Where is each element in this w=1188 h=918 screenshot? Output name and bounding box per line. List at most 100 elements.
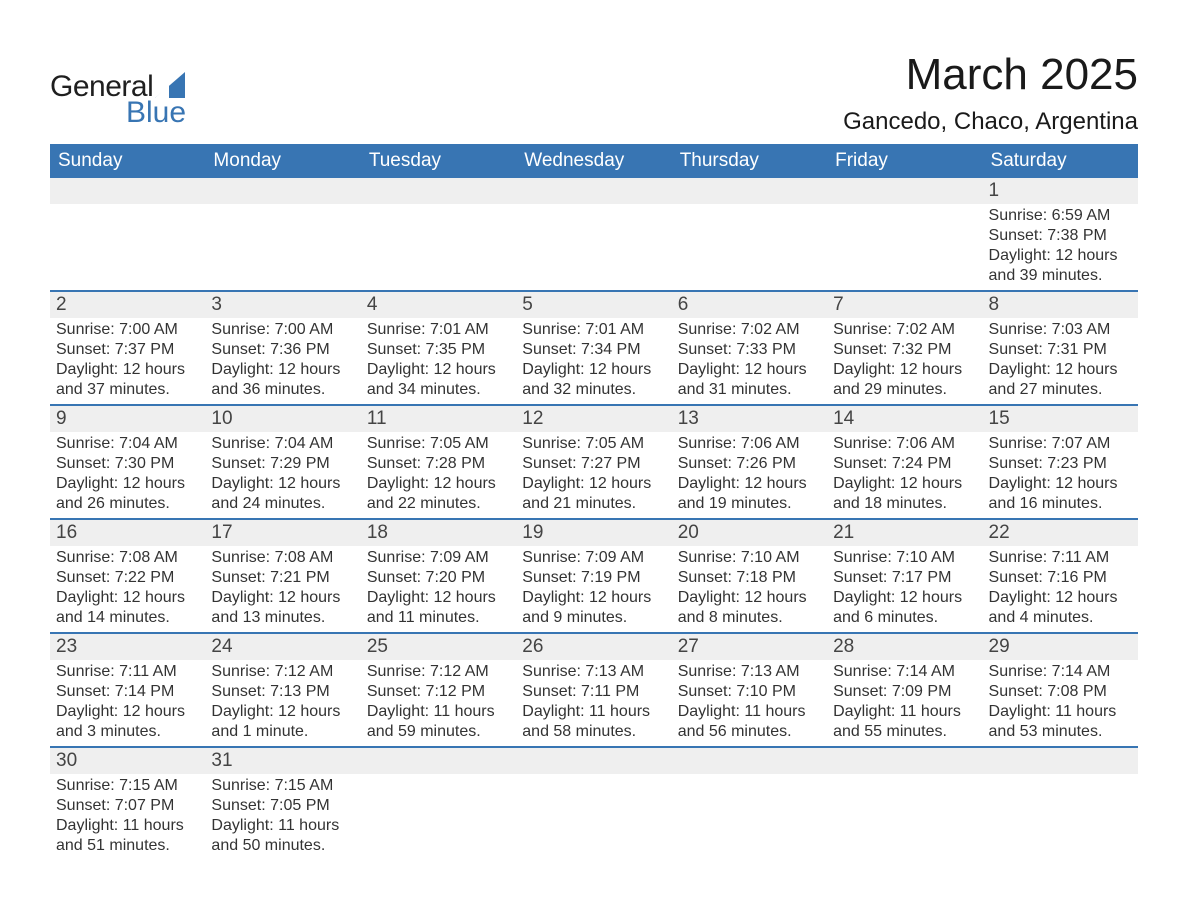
sunrise-text: Sunrise: 7:01 AM [522, 320, 665, 340]
sunrise-text: Sunrise: 7:07 AM [989, 434, 1132, 454]
day-number: 29 [983, 634, 1138, 660]
day-header: Wednesday [516, 144, 671, 178]
day-content: Sunrise: 7:02 AMSunset: 7:33 PMDaylight:… [672, 318, 827, 404]
calendar-cell: 28Sunrise: 7:14 AMSunset: 7:09 PMDayligh… [827, 633, 982, 747]
page-title: March 2025 [843, 50, 1138, 100]
logo: General Blue [50, 50, 186, 130]
daylight-text: Daylight: 12 hours and 18 minutes. [833, 474, 976, 514]
day-header: Tuesday [361, 144, 516, 178]
day-content [672, 204, 827, 210]
calendar-cell [827, 178, 982, 291]
day-content: Sunrise: 7:14 AMSunset: 7:09 PMDaylight:… [827, 660, 982, 746]
day-number: 3 [205, 292, 360, 318]
calendar-cell: 18Sunrise: 7:09 AMSunset: 7:20 PMDayligh… [361, 519, 516, 633]
calendar-week-row: 1Sunrise: 6:59 AMSunset: 7:38 PMDaylight… [50, 178, 1138, 291]
day-content [516, 774, 671, 780]
daylight-text: Daylight: 12 hours and 8 minutes. [678, 588, 821, 628]
daylight-text: Daylight: 11 hours and 55 minutes. [833, 702, 976, 742]
daylight-text: Daylight: 11 hours and 59 minutes. [367, 702, 510, 742]
calendar-header-row: Sunday Monday Tuesday Wednesday Thursday… [50, 144, 1138, 178]
day-content: Sunrise: 7:11 AMSunset: 7:16 PMDaylight:… [983, 546, 1138, 632]
day-content: Sunrise: 7:06 AMSunset: 7:26 PMDaylight:… [672, 432, 827, 518]
sunset-text: Sunset: 7:30 PM [56, 454, 199, 474]
sunset-text: Sunset: 7:28 PM [367, 454, 510, 474]
sunrise-text: Sunrise: 7:05 AM [367, 434, 510, 454]
day-header: Friday [827, 144, 982, 178]
calendar-cell: 6Sunrise: 7:02 AMSunset: 7:33 PMDaylight… [672, 291, 827, 405]
day-number [827, 748, 982, 774]
calendar-cell: 4Sunrise: 7:01 AMSunset: 7:35 PMDaylight… [361, 291, 516, 405]
day-content: Sunrise: 7:08 AMSunset: 7:21 PMDaylight:… [205, 546, 360, 632]
day-number: 17 [205, 520, 360, 546]
calendar-cell: 16Sunrise: 7:08 AMSunset: 7:22 PMDayligh… [50, 519, 205, 633]
day-number: 21 [827, 520, 982, 546]
calendar-week-row: 16Sunrise: 7:08 AMSunset: 7:22 PMDayligh… [50, 519, 1138, 633]
calendar-cell: 30Sunrise: 7:15 AMSunset: 7:07 PMDayligh… [50, 747, 205, 860]
sunset-text: Sunset: 7:26 PM [678, 454, 821, 474]
calendar-cell [361, 747, 516, 860]
day-content: Sunrise: 7:00 AMSunset: 7:36 PMDaylight:… [205, 318, 360, 404]
sunrise-text: Sunrise: 7:12 AM [211, 662, 354, 682]
sunrise-text: Sunrise: 7:04 AM [56, 434, 199, 454]
day-content: Sunrise: 7:10 AMSunset: 7:18 PMDaylight:… [672, 546, 827, 632]
logo-text-blue: Blue [126, 96, 186, 130]
calendar-cell: 24Sunrise: 7:12 AMSunset: 7:13 PMDayligh… [205, 633, 360, 747]
sunrise-text: Sunrise: 7:13 AM [678, 662, 821, 682]
calendar-cell: 21Sunrise: 7:10 AMSunset: 7:17 PMDayligh… [827, 519, 982, 633]
day-number [361, 178, 516, 204]
sunset-text: Sunset: 7:38 PM [989, 226, 1132, 246]
daylight-text: Daylight: 12 hours and 19 minutes. [678, 474, 821, 514]
calendar-cell [361, 178, 516, 291]
sunset-text: Sunset: 7:16 PM [989, 568, 1132, 588]
day-number: 24 [205, 634, 360, 660]
sunset-text: Sunset: 7:08 PM [989, 682, 1132, 702]
day-number: 30 [50, 748, 205, 774]
sunset-text: Sunset: 7:19 PM [522, 568, 665, 588]
day-number [672, 178, 827, 204]
day-content: Sunrise: 7:15 AMSunset: 7:07 PMDaylight:… [50, 774, 205, 860]
day-content [361, 774, 516, 780]
calendar-cell: 20Sunrise: 7:10 AMSunset: 7:18 PMDayligh… [672, 519, 827, 633]
sunrise-text: Sunrise: 7:00 AM [56, 320, 199, 340]
calendar-cell: 31Sunrise: 7:15 AMSunset: 7:05 PMDayligh… [205, 747, 360, 860]
sunset-text: Sunset: 7:27 PM [522, 454, 665, 474]
sunrise-text: Sunrise: 7:02 AM [678, 320, 821, 340]
calendar-cell [205, 178, 360, 291]
sunrise-text: Sunrise: 7:14 AM [989, 662, 1132, 682]
daylight-text: Daylight: 12 hours and 22 minutes. [367, 474, 510, 514]
daylight-text: Daylight: 12 hours and 16 minutes. [989, 474, 1132, 514]
sunset-text: Sunset: 7:10 PM [678, 682, 821, 702]
day-content: Sunrise: 7:02 AMSunset: 7:32 PMDaylight:… [827, 318, 982, 404]
sunrise-text: Sunrise: 7:11 AM [989, 548, 1132, 568]
page-subtitle: Gancedo, Chaco, Argentina [843, 108, 1138, 136]
day-number: 13 [672, 406, 827, 432]
day-number: 26 [516, 634, 671, 660]
day-number: 27 [672, 634, 827, 660]
day-number [50, 178, 205, 204]
sunset-text: Sunset: 7:05 PM [211, 796, 354, 816]
daylight-text: Daylight: 12 hours and 11 minutes. [367, 588, 510, 628]
sunset-text: Sunset: 7:20 PM [367, 568, 510, 588]
day-number: 12 [516, 406, 671, 432]
day-number: 14 [827, 406, 982, 432]
daylight-text: Daylight: 12 hours and 1 minute. [211, 702, 354, 742]
daylight-text: Daylight: 11 hours and 50 minutes. [211, 816, 354, 856]
daylight-text: Daylight: 11 hours and 53 minutes. [989, 702, 1132, 742]
calendar-cell: 5Sunrise: 7:01 AMSunset: 7:34 PMDaylight… [516, 291, 671, 405]
day-number: 20 [672, 520, 827, 546]
daylight-text: Daylight: 12 hours and 4 minutes. [989, 588, 1132, 628]
calendar-cell [827, 747, 982, 860]
calendar-cell: 13Sunrise: 7:06 AMSunset: 7:26 PMDayligh… [672, 405, 827, 519]
daylight-text: Daylight: 12 hours and 13 minutes. [211, 588, 354, 628]
day-number: 31 [205, 748, 360, 774]
calendar-cell: 2Sunrise: 7:00 AMSunset: 7:37 PMDaylight… [50, 291, 205, 405]
sunrise-text: Sunrise: 7:14 AM [833, 662, 976, 682]
calendar-cell: 26Sunrise: 7:13 AMSunset: 7:11 PMDayligh… [516, 633, 671, 747]
day-number: 4 [361, 292, 516, 318]
daylight-text: Daylight: 12 hours and 6 minutes. [833, 588, 976, 628]
sunset-text: Sunset: 7:17 PM [833, 568, 976, 588]
day-number: 19 [516, 520, 671, 546]
day-number [361, 748, 516, 774]
day-number [516, 178, 671, 204]
calendar-week-row: 23Sunrise: 7:11 AMSunset: 7:14 PMDayligh… [50, 633, 1138, 747]
